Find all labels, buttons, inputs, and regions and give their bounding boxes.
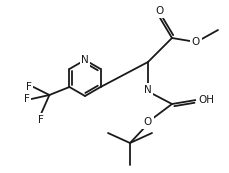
Text: O: O bbox=[155, 6, 164, 16]
Text: F: F bbox=[25, 82, 31, 92]
Text: OH: OH bbox=[197, 95, 213, 105]
Text: N: N bbox=[81, 55, 88, 65]
Text: F: F bbox=[23, 94, 29, 104]
Text: F: F bbox=[38, 115, 44, 125]
Text: O: O bbox=[191, 37, 199, 47]
Text: N: N bbox=[144, 85, 151, 95]
Text: O: O bbox=[143, 117, 151, 127]
